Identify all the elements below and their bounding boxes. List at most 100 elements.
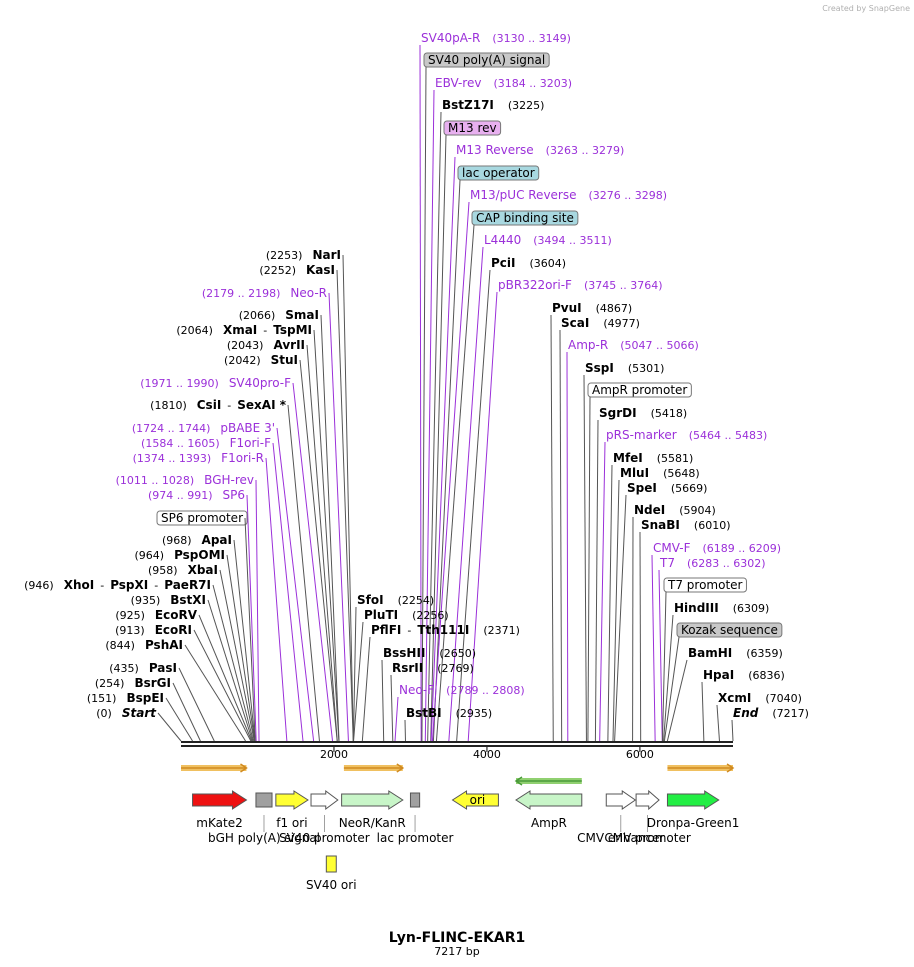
axis-tick-label: 6000 bbox=[626, 748, 654, 761]
enzyme-site-ecori: (913) EcoRI bbox=[115, 623, 252, 742]
enzyme-site-rsrii: RsrII (2769) bbox=[390, 661, 474, 742]
feature-label-lac-operator: lac operator bbox=[432, 165, 540, 742]
enzyme-site-bstz17i: BstZ17I (3225) bbox=[427, 98, 544, 742]
site-position: (5047 .. 5066) bbox=[620, 339, 699, 352]
site-name: SgrDI bbox=[599, 406, 637, 420]
primer-label-neo-r: (2179 .. 2198) Neo-R bbox=[202, 286, 349, 742]
site-position: (151) bbox=[87, 692, 117, 705]
enzyme-site-xcmi: XcmI (7040) bbox=[716, 691, 802, 742]
site-name: HpaI bbox=[703, 668, 734, 682]
enzyme-site-pasi: (435) PasI bbox=[109, 661, 215, 742]
primer-label-f1ori-r: (1374 .. 1393) F1ori-R bbox=[133, 451, 288, 742]
site-position: (5648) bbox=[663, 467, 700, 480]
site-name: PflFI bbox=[371, 623, 401, 637]
orf-arrow bbox=[514, 776, 582, 786]
feature-lac-promoter: lac promoter bbox=[377, 792, 454, 845]
separator: - bbox=[100, 579, 104, 592]
site-position: (2935) bbox=[456, 707, 493, 720]
primer-label-f1ori-f: (1584 .. 1605) F1ori-F bbox=[141, 436, 304, 742]
feature-label-kozak-sequence: Kozak sequence bbox=[663, 622, 783, 742]
site-position: (1011 .. 1028) bbox=[116, 474, 195, 487]
enzyme-site-bspei: (151) BspEI bbox=[87, 691, 193, 742]
separator: - bbox=[154, 579, 158, 592]
site-position: (3184 .. 3203) bbox=[493, 77, 572, 90]
site-position: (7217) bbox=[772, 707, 809, 720]
site-labels: (2253) NarI(2252) KasI(2179 .. 2198) Neo-R(… bbox=[24, 31, 809, 742]
primer-label-bgh-rev: (1011 .. 1028) BGH-rev bbox=[116, 473, 260, 742]
site-name: pRS-marker bbox=[606, 428, 677, 442]
orf-arrows bbox=[181, 763, 735, 786]
site-position: (7040) bbox=[765, 692, 802, 705]
site-position: (3494 .. 3511) bbox=[533, 234, 612, 247]
site-name: CsiI bbox=[197, 398, 222, 412]
primer-label-sv40pro-f: (1971 .. 1990) SV40pro-F bbox=[140, 376, 334, 742]
primer-label-sv40pa-r: SV40pA-R (3130 .. 3149) bbox=[419, 31, 571, 742]
feature-bgh-poly-a-signal: bGH poly(A) signal bbox=[208, 792, 320, 845]
site-name: CAP binding site bbox=[476, 211, 574, 225]
site-position: (3745 .. 3764) bbox=[584, 279, 663, 292]
site-name: ApaI bbox=[202, 533, 232, 547]
site-name: NarI bbox=[312, 248, 341, 262]
site-position: (2371) bbox=[483, 624, 520, 637]
enzyme-site-csii: (1810) CsiI - SexAI * bbox=[150, 398, 320, 742]
site-name: SmaI bbox=[285, 308, 319, 322]
feature-label: SV40 ori bbox=[306, 878, 357, 892]
site-name: TspMI bbox=[273, 323, 312, 337]
feature-dronpa-green1: Dronpa-Green1 bbox=[647, 790, 740, 830]
site-name: RsrII bbox=[392, 661, 423, 675]
site-position: (3604) bbox=[530, 257, 567, 270]
site-name: SexAI * bbox=[237, 398, 286, 412]
site-name: BstXI bbox=[170, 593, 206, 607]
site-position: (2042) bbox=[224, 354, 261, 367]
site-position: (2256) bbox=[412, 609, 449, 622]
site-name: NdeI bbox=[634, 503, 665, 517]
site-name: SV40pro-F bbox=[229, 376, 291, 390]
enzyme-site-pflfi: PflFI - Tth111I (2371) bbox=[361, 623, 520, 742]
enzyme-site-hindiii: HindIII (6309) bbox=[663, 601, 769, 742]
site-name: pBABE 3' bbox=[220, 421, 275, 435]
site-position: (2254) bbox=[398, 594, 435, 607]
primer-label-t7: T7 (6283 .. 6302) bbox=[658, 556, 766, 742]
site-position: (6010) bbox=[694, 519, 731, 532]
primer-label-cmv-f: CMV-F (6189 .. 6209) bbox=[651, 541, 781, 742]
site-name: PluTI bbox=[364, 608, 398, 622]
site-name: BGH-rev bbox=[204, 473, 254, 487]
site-position: (4867) bbox=[596, 302, 633, 315]
site-position: (2064) bbox=[176, 324, 213, 337]
site-name: SP6 promoter bbox=[161, 511, 243, 525]
site-name: Neo-R bbox=[290, 286, 327, 300]
site-position: (5581) bbox=[657, 452, 694, 465]
feature-label: CMV promoter bbox=[604, 831, 691, 845]
site-position: (968) bbox=[162, 534, 192, 547]
site-position: (3130 .. 3149) bbox=[492, 32, 571, 45]
site-name: T7 promoter bbox=[667, 578, 743, 592]
feature-label: Dronpa-Green1 bbox=[647, 816, 740, 830]
site-name: PasI bbox=[149, 661, 177, 675]
feature-ori: ori bbox=[451, 790, 499, 810]
site-name: F1ori-F bbox=[230, 436, 271, 450]
enzyme-site-pluti: PluTI (2256) bbox=[353, 608, 449, 742]
dna-backbone: 2000 4000 6000 bbox=[181, 741, 733, 761]
site-position: (935) bbox=[131, 594, 161, 607]
primer-label-sp6: (974 .. 991) SP6 bbox=[148, 488, 257, 742]
enzyme-site-nari: (2253) NarI bbox=[266, 248, 354, 742]
snapgene-credit: Created by SnapGene bbox=[822, 4, 910, 13]
primer-label-m13-puc-reverse: M13/pUC Reverse (3276 .. 3298) bbox=[431, 188, 667, 742]
site-name: SfoI bbox=[357, 593, 384, 607]
site-name: XcmI bbox=[718, 691, 751, 705]
site-name: End bbox=[733, 706, 759, 720]
site-name: BspEI bbox=[126, 691, 164, 705]
site-name: Kozak sequence bbox=[681, 623, 778, 637]
site-name: ScaI bbox=[561, 316, 589, 330]
site-name: BsrGI bbox=[134, 676, 171, 690]
site-position: (6283 .. 6302) bbox=[687, 557, 766, 570]
site-position: (844) bbox=[105, 639, 135, 652]
site-position: (964) bbox=[134, 549, 164, 562]
site-name: EBV-rev bbox=[435, 76, 481, 90]
site-position: (5418) bbox=[651, 407, 688, 420]
site-name: BstZ17I bbox=[442, 98, 494, 112]
primer-label-m13-reverse: M13 Reverse (3263 .. 3279) bbox=[430, 143, 624, 742]
enzyme-site-avrii: (2043) AvrII bbox=[227, 338, 338, 742]
site-position: (946) bbox=[24, 579, 54, 592]
